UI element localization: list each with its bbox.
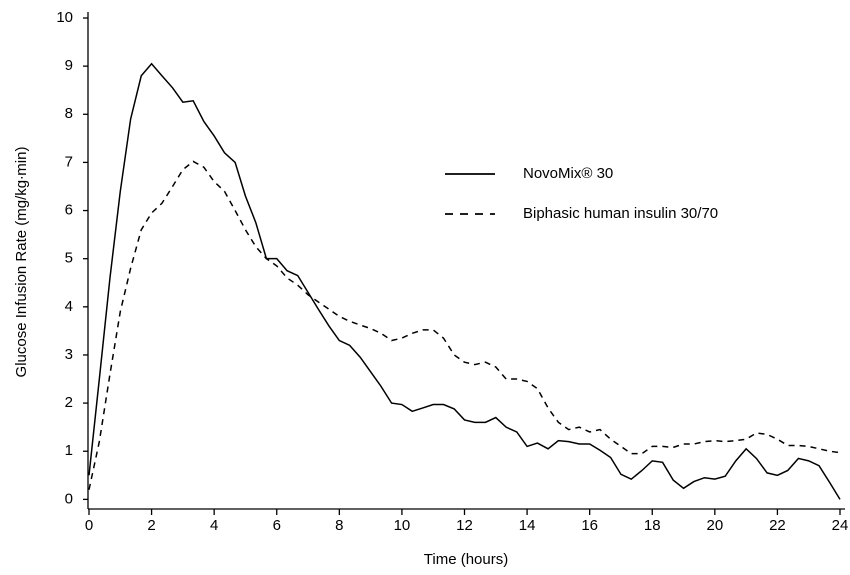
x-tick-label: 2	[147, 517, 155, 534]
x-tick-label: 14	[519, 517, 536, 534]
y-tick-label: 1	[65, 442, 73, 459]
x-tick-label: 18	[644, 517, 661, 534]
y-tick-label: 3	[65, 346, 73, 363]
series-line	[88, 62, 841, 500]
y-tick-label: 6	[65, 202, 73, 219]
x-tick-label: 24	[832, 517, 849, 534]
legend-label: Biphasic human insulin 30/70	[523, 205, 718, 222]
y-tick-label: 7	[65, 153, 73, 170]
x-tick-label: 16	[581, 517, 598, 534]
x-tick-label: 12	[456, 517, 473, 534]
y-tick-label: 2	[65, 394, 73, 411]
y-tick-label: 9	[65, 57, 73, 74]
legend-label: NovoMix® 30	[523, 165, 613, 182]
x-tick-label: 4	[210, 517, 218, 534]
y-tick-label: 4	[65, 298, 73, 315]
y-tick-label: 8	[65, 105, 73, 122]
y-tick-label: 10	[56, 9, 73, 26]
series-line	[88, 160, 841, 490]
x-tick-label: 20	[706, 517, 723, 534]
y-tick-label: 0	[65, 490, 73, 507]
x-tick-label: 22	[769, 517, 786, 534]
x-tick-label: 10	[394, 517, 411, 534]
x-tick-label: 6	[273, 517, 281, 534]
x-tick-label: 0	[85, 517, 93, 534]
y-tick-label: 5	[65, 250, 73, 267]
x-tick-label: 8	[335, 517, 343, 534]
x-axis-title: Time (hours)	[424, 551, 508, 568]
y-axis-title: Glucose Infusion Rate (mg/kg∙min)	[13, 147, 30, 378]
